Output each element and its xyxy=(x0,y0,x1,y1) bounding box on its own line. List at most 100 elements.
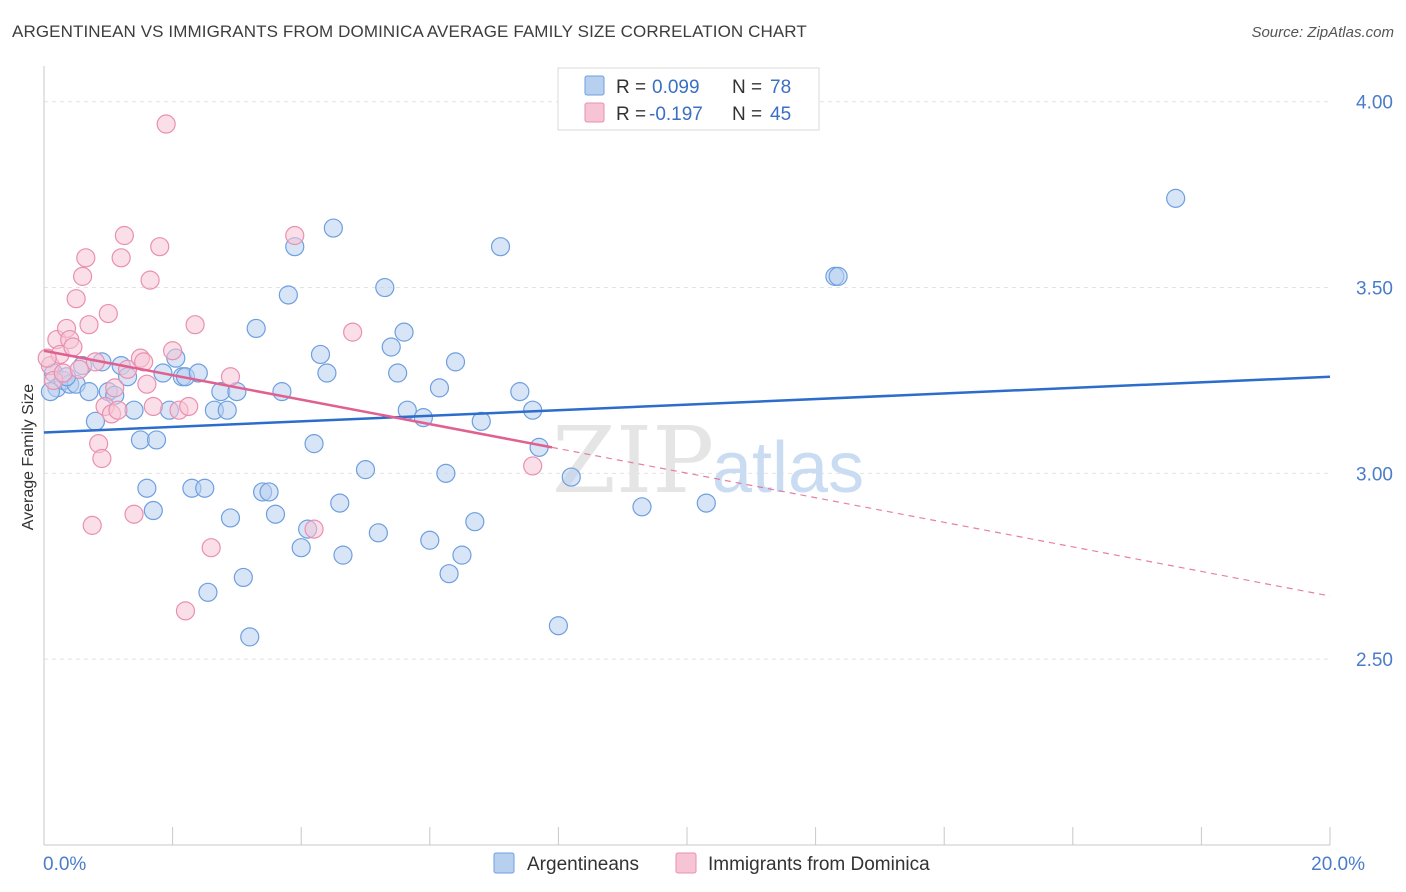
data-point-dominica xyxy=(98,303,118,324)
data-point-dominica xyxy=(150,237,170,257)
data-point-argentineans xyxy=(79,382,99,402)
data-point-dominica xyxy=(304,519,324,539)
data-point-argentineans xyxy=(259,482,279,502)
source-label: Source: ZipAtlas.com xyxy=(1251,24,1394,41)
data-point-argentineans xyxy=(381,337,401,357)
trend-line-dominica xyxy=(43,349,553,449)
data-point-argentineans xyxy=(304,434,324,454)
data-point-argentineans xyxy=(632,497,652,517)
data-point-argentineans xyxy=(137,478,157,498)
data-point-argentineans xyxy=(1166,188,1186,208)
y-tick-label: 3.50 xyxy=(1356,279,1393,300)
data-point-argentineans xyxy=(278,285,298,305)
data-point-argentineans xyxy=(368,523,388,543)
data-point-dominica xyxy=(220,367,241,387)
data-point-argentineans xyxy=(452,545,472,565)
data-point-argentineans xyxy=(561,467,581,487)
data-point-dominica xyxy=(143,396,163,417)
x-tick-min: 0.0% xyxy=(43,854,86,875)
legend-n-label-1: N = xyxy=(732,77,762,98)
data-point-argentineans xyxy=(310,344,331,365)
watermark-atlas: atlas xyxy=(712,428,864,508)
data-point-dominica xyxy=(179,396,199,417)
data-point-dominica xyxy=(76,248,96,268)
data-point-dominica xyxy=(163,341,183,361)
watermark-zip: ZIP xyxy=(552,407,714,514)
data-point-argentineans xyxy=(330,493,350,513)
data-point-dominica xyxy=(37,348,57,368)
data-point-argentineans xyxy=(143,500,163,521)
trend-lines xyxy=(43,349,1331,597)
legend-series-dominica: Immigrants from Dominica xyxy=(708,854,930,875)
stats-legend: R = 0.099 N = 78 R = -0.197 N = 45 xyxy=(557,67,820,131)
data-point-argentineans xyxy=(130,430,151,450)
data-point-argentineans xyxy=(323,218,343,238)
data-point-argentineans xyxy=(510,382,530,402)
data-point-argentineans xyxy=(548,616,569,636)
data-point-dominica xyxy=(82,515,102,535)
data-point-argentineans xyxy=(188,363,208,383)
axes xyxy=(43,66,1331,846)
y-tick-labels: 2.50 3.00 3.50 4.00 xyxy=(1356,93,1393,671)
data-point-argentineans xyxy=(828,266,848,286)
data-point-dominica xyxy=(53,363,73,383)
y-axis-label: Average Family Size xyxy=(20,384,37,531)
data-point-argentineans xyxy=(394,322,414,342)
legend-series-argentineans: Argentineans xyxy=(527,854,639,875)
data-point-dominica xyxy=(285,225,305,246)
legend-swatch-blue xyxy=(584,75,605,96)
watermark: ZIP atlas xyxy=(552,407,864,514)
data-point-dominica xyxy=(92,448,112,469)
bottom-legend-swatch-pink xyxy=(675,852,697,874)
legend-r-label-2: R = xyxy=(616,104,646,125)
data-point-argentineans xyxy=(429,378,450,398)
data-point-argentineans xyxy=(317,363,337,383)
legend-r-value-2: -0.197 xyxy=(649,104,703,125)
legend-n-value-1: 78 xyxy=(770,77,791,98)
data-point-argentineans xyxy=(436,463,456,483)
data-point-dominica xyxy=(137,374,157,394)
data-point-argentineans xyxy=(490,237,511,257)
data-point-dominica xyxy=(105,378,125,398)
legend-r-value-1: 0.099 xyxy=(652,77,700,98)
data-point-dominica xyxy=(114,225,134,246)
data-point-argentineans xyxy=(198,582,218,602)
series-legend: Argentineans Immigrants from Dominica xyxy=(493,852,930,875)
data-point-argentineans xyxy=(375,277,395,298)
data-point-dominica xyxy=(69,359,89,379)
data-point-argentineans xyxy=(355,460,376,480)
data-point-dominica xyxy=(111,248,131,268)
data-point-dominica xyxy=(343,322,363,342)
data-point-dominica xyxy=(140,270,160,290)
x-tick-max: 20.0% xyxy=(1311,854,1365,875)
data-point-argentineans xyxy=(291,538,311,558)
trend-line-argentineans xyxy=(43,375,1331,434)
data-point-dominica xyxy=(63,337,83,357)
data-point-dominica xyxy=(175,601,196,621)
y-tick-label: 3.00 xyxy=(1356,464,1393,485)
y-tick-label: 2.50 xyxy=(1356,650,1393,671)
data-point-argentineans xyxy=(696,493,716,513)
data-point-argentineans xyxy=(195,478,215,498)
data-point-argentineans xyxy=(217,400,237,420)
data-point-dominica xyxy=(523,456,543,476)
data-point-dominica xyxy=(72,266,93,286)
data-point-argentineans xyxy=(220,508,241,528)
legend-n-value-2: 45 xyxy=(770,104,791,125)
legend-n-label-2: N = xyxy=(732,104,762,125)
data-point-argentineans xyxy=(233,567,253,588)
data-point-argentineans xyxy=(445,352,466,372)
data-point-dominica xyxy=(66,289,86,309)
data-point-argentineans xyxy=(124,400,144,420)
series-dominica xyxy=(37,114,543,621)
data-point-dominica xyxy=(185,315,205,335)
data-point-dominica xyxy=(79,315,99,335)
chart-title: ARGENTINEAN VS IMMIGRANTS FROM DOMINICA … xyxy=(12,22,807,41)
legend-r-label-1: R = xyxy=(616,77,646,98)
bottom-legend-swatch-blue xyxy=(493,852,515,874)
data-point-argentineans xyxy=(146,430,167,450)
data-point-dominica xyxy=(201,538,221,558)
data-point-dominica xyxy=(108,400,128,420)
data-point-argentineans xyxy=(333,545,353,565)
